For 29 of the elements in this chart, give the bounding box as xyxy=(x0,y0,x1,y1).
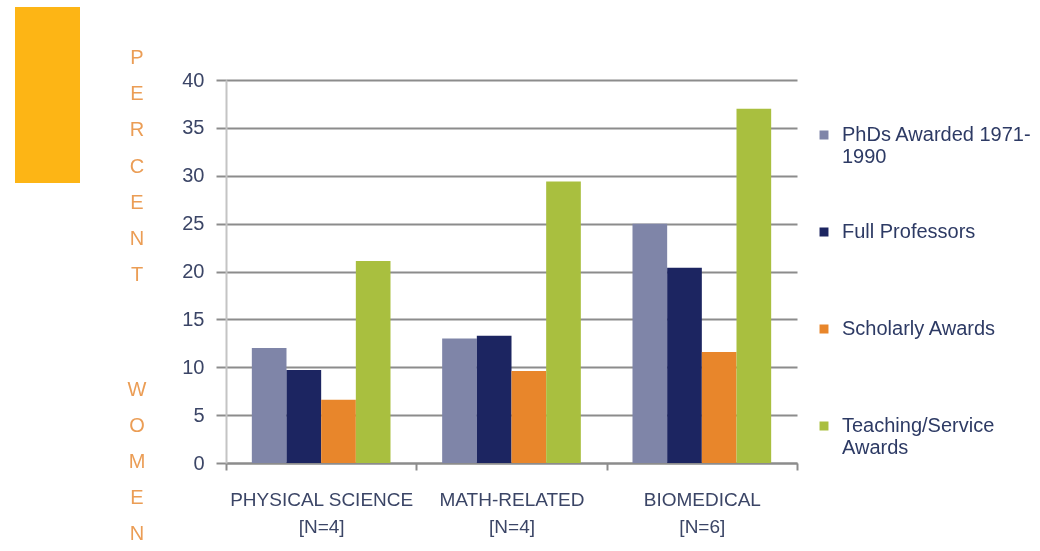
y-tick-label: 35 xyxy=(182,116,205,139)
legend-label: PhDs Awarded 1971-1990 xyxy=(842,123,1031,167)
bar xyxy=(321,399,356,463)
bar xyxy=(546,181,581,463)
y-tick-label: 25 xyxy=(182,212,205,235)
y-tick-label: 15 xyxy=(182,307,205,330)
legend-label: Scholarly Awards xyxy=(842,317,996,339)
y-tick-label: 10 xyxy=(182,355,205,378)
bar xyxy=(667,267,702,463)
y-tick-label: 5 xyxy=(193,403,205,426)
y-tick-label: 40 xyxy=(182,68,205,91)
bar xyxy=(442,338,477,463)
legend-label: Teaching/Service Awards xyxy=(842,414,995,458)
bar xyxy=(286,370,322,463)
y-tick-label: 30 xyxy=(182,164,205,187)
bar xyxy=(632,223,668,463)
bar xyxy=(476,335,512,463)
legend-label: Full Professors xyxy=(842,220,976,242)
x-tick-label: BIOMEDICAL [N=6] xyxy=(643,488,761,537)
bar xyxy=(355,260,391,463)
y-axis-title: PERCENT WOMEN xyxy=(125,46,149,545)
x-tick-label: PHYSICAL SCIENCE [N=4] xyxy=(230,488,414,537)
bar xyxy=(701,351,737,463)
y-tick-label: 0 xyxy=(193,451,205,474)
y-tick-label: 20 xyxy=(182,260,205,282)
bar xyxy=(251,348,287,463)
bar xyxy=(736,108,772,463)
x-tick-label: MATH-RELATED [N=4] xyxy=(439,488,585,537)
bar xyxy=(511,371,547,463)
